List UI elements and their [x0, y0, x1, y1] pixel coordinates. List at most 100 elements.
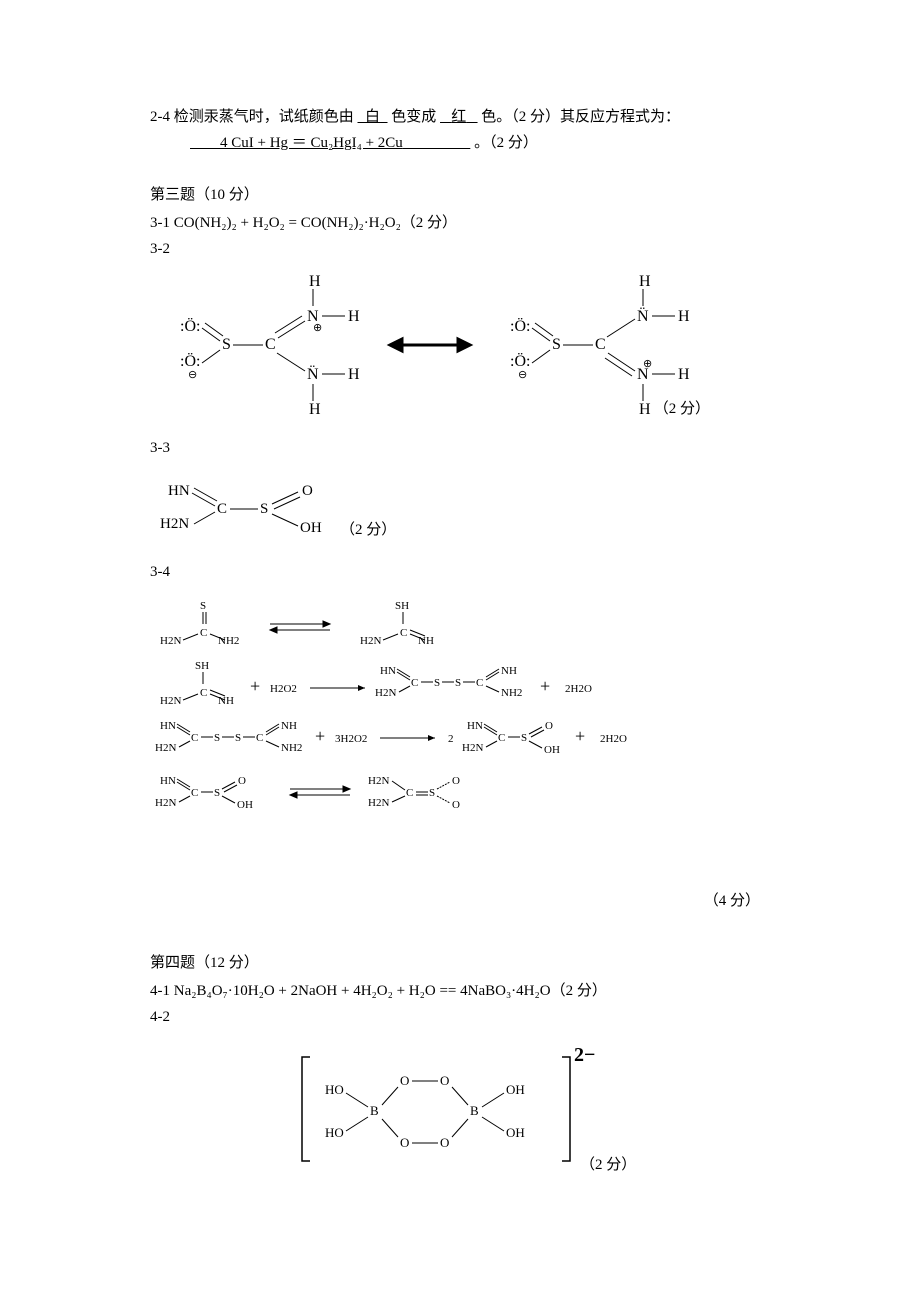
- svg-text:H: H: [348, 308, 360, 325]
- q3-4-label: 3-4: [150, 560, 770, 584]
- q4-2-label: 4-2: [150, 1005, 770, 1029]
- svg-text:S: S: [214, 732, 220, 744]
- svg-text:3H2O2: 3H2O2: [335, 733, 367, 745]
- svg-text:HN: HN: [160, 775, 176, 787]
- q3-2-label: 3-2: [150, 237, 770, 261]
- q2-4-blank1: 白: [358, 109, 388, 125]
- q2-4-mid1: 色变成: [391, 109, 436, 125]
- q2-4-prefix: 2-4 检测汞蒸气时，试纸颜色由: [150, 109, 354, 125]
- svg-text:N̈: N̈: [637, 307, 649, 325]
- svg-text:NH: NH: [218, 695, 234, 707]
- svg-text:O: O: [545, 720, 553, 732]
- svg-text:S: S: [434, 677, 440, 689]
- svg-text:C: C: [265, 336, 276, 353]
- svg-text:H: H: [678, 366, 690, 383]
- svg-text:2H2O: 2H2O: [600, 733, 627, 745]
- svg-text:H2N: H2N: [160, 635, 181, 647]
- q4-2-score: （2 分）: [580, 1153, 636, 1177]
- q4-1: 4-1 Na₂B₄O₇·10H₂O + 2NaOH + 4H₂O₂ + H₂O …: [150, 979, 770, 1003]
- svg-text:S: S: [429, 787, 435, 799]
- svg-text:S: S: [235, 732, 241, 744]
- q3-2-diagram: :Ö: :Ö: ⊖ S C N ⊕ H H N̈: [150, 271, 750, 426]
- svg-text:H2N: H2N: [375, 687, 396, 699]
- svg-text:B: B: [370, 1103, 379, 1118]
- q3-3-diagram: HN H2N C S O OH （2 分）: [150, 470, 450, 550]
- svg-text:H: H: [309, 273, 321, 290]
- svg-text:H: H: [639, 401, 651, 418]
- svg-text:SH: SH: [395, 600, 409, 612]
- svg-text:HN: HN: [168, 483, 190, 499]
- svg-text:O: O: [400, 1073, 409, 1088]
- svg-text:C: C: [498, 732, 505, 744]
- svg-text:OH: OH: [506, 1125, 525, 1140]
- svg-text:B: B: [470, 1103, 479, 1118]
- q3-3-score: （2 分）: [340, 518, 396, 542]
- svg-text:2: 2: [448, 733, 454, 745]
- q3-3-label: 3-3: [150, 436, 770, 460]
- svg-text:C: C: [476, 677, 483, 689]
- svg-text:H2N: H2N: [368, 775, 389, 787]
- svg-text:H2N: H2N: [155, 797, 176, 809]
- svg-text::Ö:: :Ö:: [180, 352, 200, 370]
- svg-text:H2O2: H2O2: [270, 683, 297, 695]
- svg-text:NH2: NH2: [218, 635, 239, 647]
- svg-text:H: H: [348, 366, 360, 383]
- svg-text:NH2: NH2: [281, 742, 302, 754]
- svg-text:OH: OH: [237, 799, 253, 811]
- q2-4-blank2: 红: [440, 109, 478, 125]
- svg-text:O: O: [452, 775, 460, 787]
- svg-text:HN: HN: [467, 720, 483, 732]
- svg-text:OH: OH: [506, 1082, 525, 1097]
- svg-text:C: C: [411, 677, 418, 689]
- svg-text:2H2O: 2H2O: [565, 683, 592, 695]
- q2-4-mid2: 色。（2 分）其反应方程式为：: [481, 109, 680, 125]
- svg-text:H: H: [309, 401, 321, 418]
- svg-text:H: H: [639, 273, 651, 290]
- q4-title: 第四题（12 分）: [150, 951, 770, 975]
- svg-text:S: S: [214, 787, 220, 799]
- svg-text:+: +: [250, 676, 260, 696]
- svg-text:H2N: H2N: [368, 797, 389, 809]
- svg-text:⊕: ⊕: [643, 358, 652, 370]
- svg-text:C: C: [200, 627, 207, 639]
- q2-4-suffix: 。（2 分）: [474, 135, 538, 151]
- svg-text:OH: OH: [544, 744, 560, 756]
- svg-text:NH2: NH2: [501, 687, 522, 699]
- svg-text:O: O: [400, 1135, 409, 1150]
- svg-text::Ö:: :Ö:: [510, 317, 530, 335]
- svg-text:HO: HO: [325, 1082, 344, 1097]
- svg-text:H: H: [678, 308, 690, 325]
- svg-text:N̈: N̈: [307, 365, 319, 383]
- q3-4-svg: S C H2N NH2 SH C H2N NH SH: [150, 594, 770, 834]
- svg-text:O: O: [440, 1135, 449, 1150]
- svg-text:HN: HN: [160, 720, 176, 732]
- svg-text:NH: NH: [281, 720, 297, 732]
- svg-text:O: O: [302, 483, 313, 499]
- svg-text:C: C: [191, 732, 198, 744]
- svg-text:S: S: [260, 501, 268, 517]
- svg-text:O: O: [238, 775, 246, 787]
- svg-text:HO: HO: [325, 1125, 344, 1140]
- svg-text:H2N: H2N: [462, 742, 483, 754]
- svg-text:H2N: H2N: [160, 516, 189, 532]
- svg-text:NH: NH: [501, 665, 517, 677]
- q4-2-charge: 2−: [574, 1044, 595, 1066]
- svg-text::Ö:: :Ö:: [510, 352, 530, 370]
- q3-4-diagram: S C H2N NH2 SH C H2N NH SH: [150, 594, 770, 834]
- svg-text:C: C: [406, 787, 413, 799]
- svg-text:H2N: H2N: [155, 742, 176, 754]
- svg-text:C: C: [191, 787, 198, 799]
- svg-text:⊖: ⊖: [518, 369, 527, 381]
- svg-text:OH: OH: [300, 520, 322, 536]
- svg-text:S: S: [455, 677, 461, 689]
- svg-text:HN: HN: [380, 665, 396, 677]
- svg-text:H2N: H2N: [360, 635, 381, 647]
- svg-text:NH: NH: [418, 635, 434, 647]
- svg-text:+: +: [315, 726, 325, 746]
- svg-text:O: O: [452, 799, 460, 811]
- svg-text:O: O: [440, 1073, 449, 1088]
- svg-text:S: S: [222, 336, 231, 353]
- q4-2-svg: 2− B HO HO O O O O B OH OH: [290, 1039, 630, 1179]
- svg-text:C: C: [400, 627, 407, 639]
- svg-text:⊕: ⊕: [313, 322, 322, 334]
